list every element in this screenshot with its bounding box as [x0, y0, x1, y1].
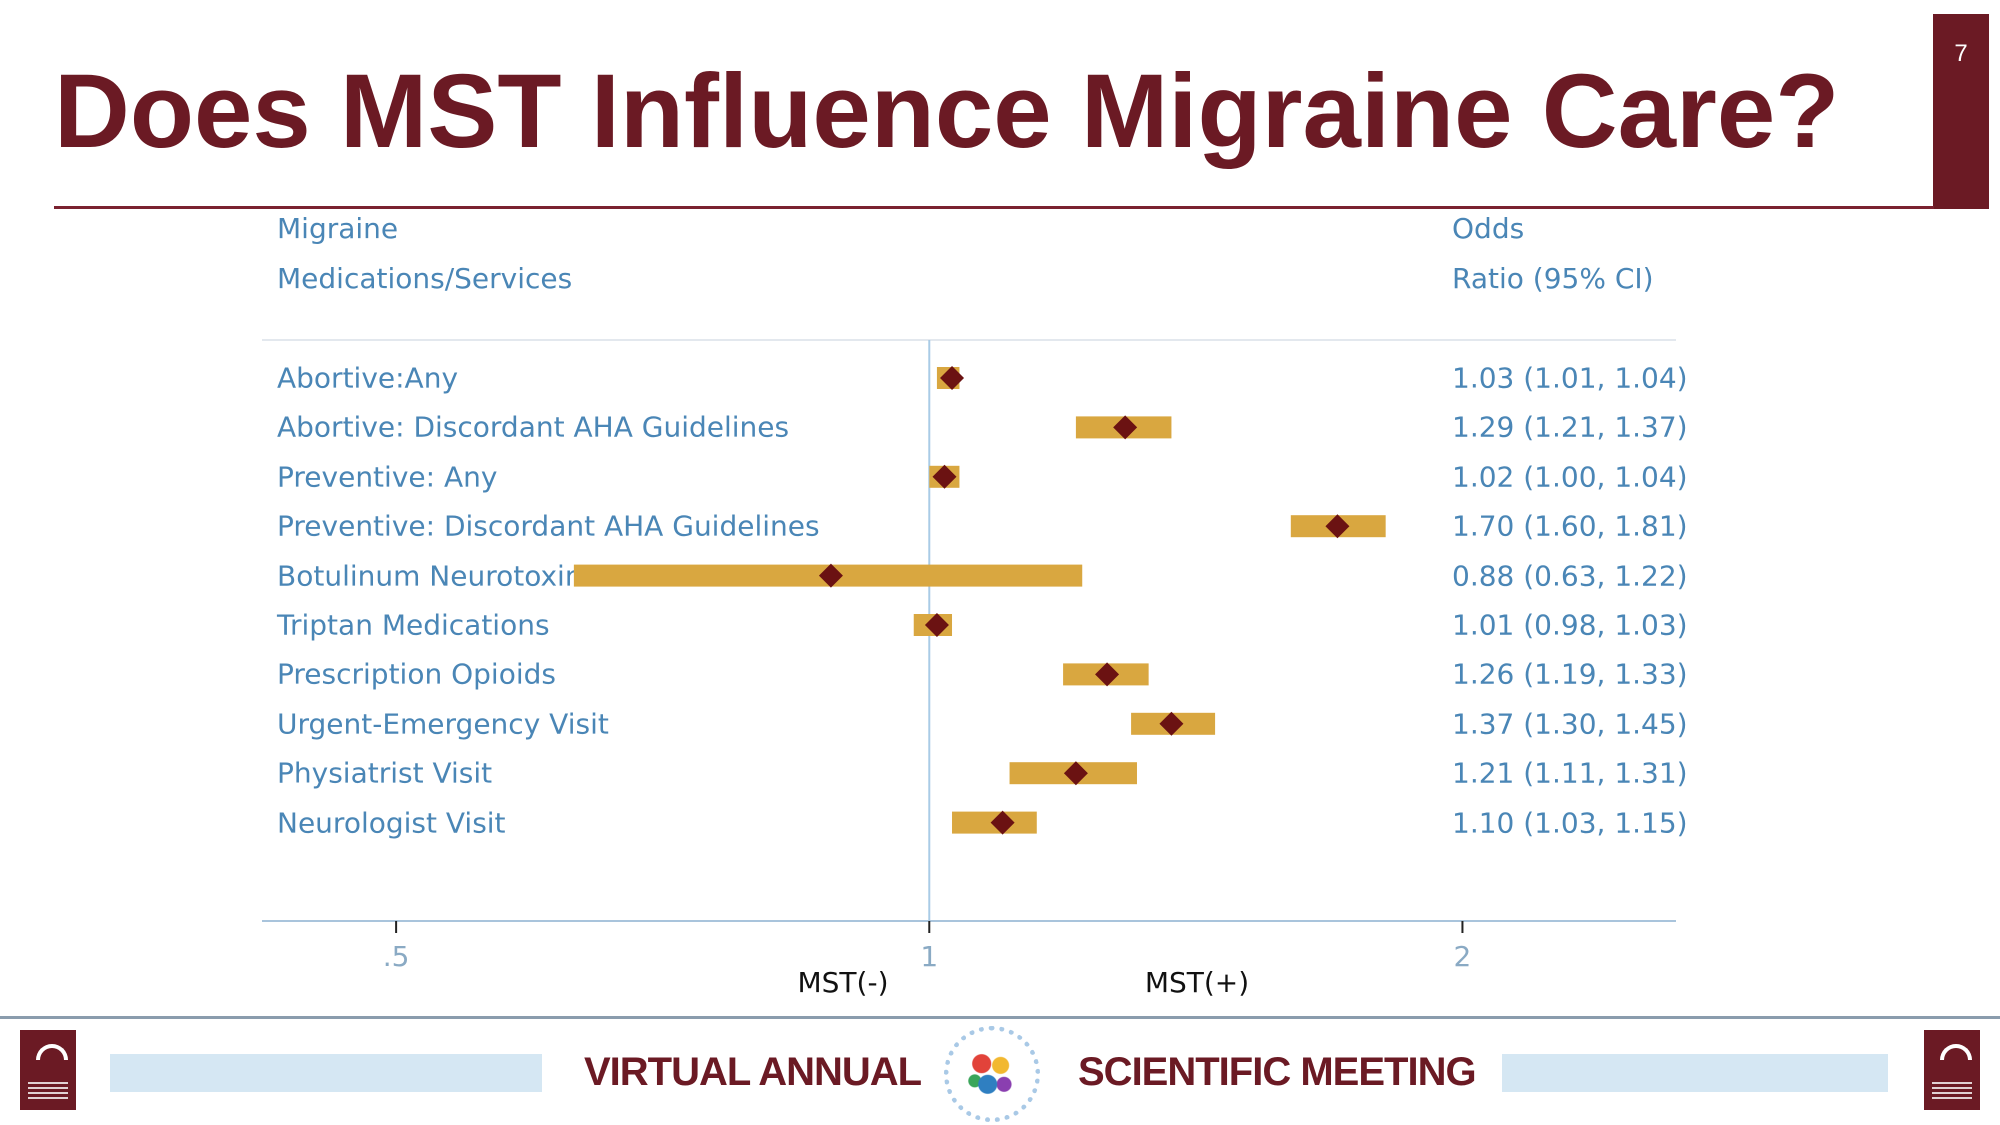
odds-ratio-value-5: 1.01 (0.98, 1.03): [1452, 608, 1688, 642]
row-label-6: Prescription Opioids: [277, 657, 556, 691]
slide-number: 7: [1933, 14, 1989, 209]
footer-bar-left: [110, 1054, 542, 1092]
row-label-4: Botulinum Neurotoxins: [277, 559, 598, 593]
odds-ratio-value-6: 1.26 (1.19, 1.33): [1452, 657, 1688, 691]
point-estimate-9: [990, 810, 1015, 835]
x-tick-label-2: 2: [1454, 940, 1472, 973]
point-estimate-5: [924, 613, 949, 637]
footer-text-left: VIRTUAL ANNUAL: [584, 1050, 922, 1094]
odds-ratio-value-7: 1.37 (1.30, 1.45): [1452, 707, 1688, 741]
row-label-7: Urgent-Emergency Visit: [277, 707, 609, 741]
society-logo-right: [1924, 1030, 1980, 1110]
mst-negative-label: MST(-): [798, 966, 889, 999]
slide-title: Does MST Influence Migraine Care?: [54, 53, 1840, 170]
point-estimate-0: [940, 366, 965, 390]
odds-ratio-value-1: 1.29 (1.21, 1.37): [1452, 410, 1688, 444]
meeting-globe-icon: [944, 1026, 1040, 1122]
header-right-line1: Odds: [1452, 212, 1525, 245]
row-label-8: Physiatrist Visit: [277, 756, 493, 790]
row-label-5: Triptan Medications: [277, 608, 550, 642]
header-right-line2: Ratio (95% CI): [1452, 262, 1654, 295]
forest-plot: .5 1 2 MST(-) MST(+): [262, 339, 1676, 999]
point-estimate-8: [1063, 761, 1088, 786]
row-label-0: Abortive:Any: [277, 361, 459, 395]
footer-divider: [0, 1016, 2000, 1019]
x-tick-label-1: 1: [920, 940, 938, 973]
row-label-2: Preventive: Any: [277, 460, 498, 494]
row-label-1: Abortive: Discordant AHA Guidelines: [277, 410, 790, 444]
footer-bar-right: [1502, 1054, 1888, 1092]
point-estimate-2: [932, 464, 957, 489]
odds-ratio-value-8: 1.21 (1.11, 1.31): [1452, 756, 1688, 790]
title-divider: [54, 206, 1934, 209]
mst-positive-label: MST(+): [1145, 966, 1249, 999]
x-tick-label-0: .5: [383, 940, 410, 973]
row-label-9: Neurologist Visit: [277, 806, 506, 840]
odds-ratio-value-3: 1.70 (1.60, 1.81): [1452, 509, 1688, 543]
odds-ratio-value-2: 1.02 (1.00, 1.04): [1452, 460, 1688, 494]
odds-ratio-value-0: 1.03 (1.01, 1.04): [1452, 361, 1688, 395]
row-label-3: Preventive: Discordant AHA Guidelines: [277, 509, 820, 543]
society-logo-left: [20, 1030, 76, 1110]
odds-ratio-value-4: 0.88 (0.63, 1.22): [1452, 559, 1688, 593]
header-left-line2: Medications/Services: [277, 262, 573, 295]
odds-ratio-value-9: 1.10 (1.03, 1.15): [1452, 806, 1688, 840]
point-estimate-3: [1325, 514, 1350, 539]
point-estimate-1: [1113, 415, 1138, 440]
footer-text-right: SCIENTIFIC MEETING: [1078, 1050, 1477, 1094]
point-estimate-6: [1095, 662, 1120, 687]
header-left-line1: Migraine: [277, 212, 399, 245]
point-estimate-7: [1159, 711, 1184, 736]
point-estimate-4: [818, 563, 843, 588]
